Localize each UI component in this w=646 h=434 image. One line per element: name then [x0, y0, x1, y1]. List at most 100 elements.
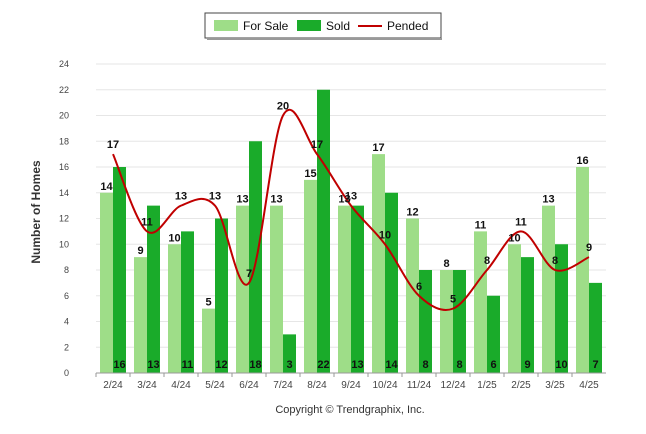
label-sold: 8 — [422, 359, 428, 371]
bar-sold — [351, 205, 364, 373]
x-tick-label: 8/24 — [307, 380, 327, 391]
label-for-sale: 9 — [137, 245, 143, 257]
x-tick-label: 7/24 — [273, 380, 293, 391]
bar-sold — [283, 334, 296, 373]
x-tick-label: 9/24 — [341, 380, 361, 391]
copyright-credit: Copyright © Trendgraphix, Inc. — [275, 404, 424, 416]
label-for-sale: 10 — [168, 232, 180, 244]
bar-for-sale — [474, 231, 487, 373]
legend: For Sale Sold Pended — [204, 12, 442, 40]
bar-sold — [317, 89, 330, 373]
y-tick-label: 8 — [64, 265, 69, 275]
label-pended: 13 — [345, 191, 357, 203]
label-for-sale: 11 — [475, 219, 487, 231]
y-tick-label: 16 — [59, 162, 69, 172]
y-tick-label: 6 — [64, 291, 69, 301]
label-pended: 5 — [450, 294, 456, 306]
bar-for-sale — [202, 308, 215, 373]
y-tick-label: 14 — [59, 188, 69, 198]
y-tick-label: 10 — [59, 239, 69, 249]
pended-line-path — [112, 108, 590, 311]
y-tick-label: 12 — [59, 214, 69, 224]
bar-sold — [181, 231, 194, 373]
label-pended: 11 — [141, 216, 153, 228]
bar-for-sale — [372, 154, 385, 373]
x-tick-label: 1/25 — [477, 380, 497, 391]
label-sold: 7 — [592, 359, 598, 371]
label-for-sale: 13 — [338, 194, 350, 206]
label-sold: 10 — [555, 359, 567, 371]
bar-sold — [215, 218, 228, 373]
y-tick-label: 22 — [59, 85, 69, 95]
bar-sold — [249, 141, 262, 373]
y-tick-label: 0 — [64, 368, 69, 378]
bar-for-sale — [508, 244, 521, 373]
bar-for-sale — [100, 192, 113, 373]
label-pended: 17 — [107, 139, 119, 151]
bars — [100, 89, 602, 373]
label-sold: 8 — [456, 359, 462, 371]
legend-box — [204, 12, 442, 39]
bar-sold — [419, 270, 432, 373]
bar-for-sale — [168, 244, 181, 373]
label-pended: 9 — [586, 242, 592, 254]
label-for-sale: 14 — [100, 181, 113, 193]
y-tick-label: 4 — [64, 317, 69, 327]
label-for-sale: 16 — [576, 155, 588, 167]
label-pended: 7 — [246, 268, 252, 280]
label-pended: 17 — [311, 139, 323, 151]
bar-sold — [385, 192, 398, 373]
label-for-sale: 15 — [304, 168, 316, 180]
bar-for-sale — [304, 179, 317, 373]
label-pended: 8 — [552, 255, 558, 267]
bar-sold — [147, 205, 160, 373]
label-sold: 13 — [351, 359, 363, 371]
label-pended: 8 — [484, 255, 490, 267]
x-tick-label: 3/24 — [137, 380, 157, 391]
y-tick-label: 2 — [64, 342, 69, 352]
bar-for-sale — [542, 205, 555, 373]
bar-sold — [453, 270, 466, 373]
label-sold: 14 — [385, 359, 398, 371]
label-pended: 13 — [209, 191, 221, 203]
label-for-sale: 5 — [205, 297, 211, 309]
y-tick-label: 24 — [59, 59, 69, 69]
label-pended: 10 — [379, 229, 391, 241]
label-sold: 11 — [182, 359, 194, 371]
data-labels: 1416913101151213181331522131317141288811… — [100, 101, 598, 372]
label-for-sale: 8 — [443, 258, 449, 270]
x-tick-label: 10/24 — [372, 380, 397, 391]
x-tick-label: 2/24 — [103, 380, 123, 391]
label-for-sale: 13 — [542, 194, 554, 206]
label-sold: 12 — [215, 359, 227, 371]
bar-sold — [555, 244, 568, 373]
label-for-sale: 10 — [508, 232, 520, 244]
label-sold: 16 — [113, 359, 125, 371]
legend-swatch-sold — [297, 20, 321, 31]
label-sold: 6 — [490, 359, 496, 371]
label-pended: 20 — [277, 101, 289, 113]
bar-sold — [589, 282, 602, 373]
x-tick-label: 5/24 — [205, 380, 225, 391]
y-tick-label: 20 — [59, 111, 69, 121]
x-tick-label: 11/24 — [407, 380, 432, 391]
label-for-sale: 12 — [406, 207, 418, 219]
label-for-sale: 13 — [270, 194, 282, 206]
bar-for-sale — [406, 218, 419, 373]
bar-sold — [113, 167, 126, 373]
y-tick-label: 18 — [59, 136, 69, 146]
bar-for-sale — [576, 167, 589, 373]
x-tick-label: 4/24 — [171, 380, 191, 391]
bar-for-sale — [236, 205, 249, 373]
legend-label-sold: Sold — [326, 19, 350, 33]
bar-for-sale — [134, 257, 147, 373]
label-pended: 13 — [175, 191, 187, 203]
legend-swatch-for-sale — [214, 20, 238, 31]
y-axis-label: Number of Homes — [29, 160, 43, 264]
label-sold: 22 — [317, 359, 329, 371]
bar-for-sale — [270, 205, 283, 373]
bar-sold — [487, 295, 500, 373]
label-sold: 9 — [524, 359, 530, 371]
label-pended: 6 — [416, 281, 422, 293]
bar-for-sale — [338, 205, 351, 373]
